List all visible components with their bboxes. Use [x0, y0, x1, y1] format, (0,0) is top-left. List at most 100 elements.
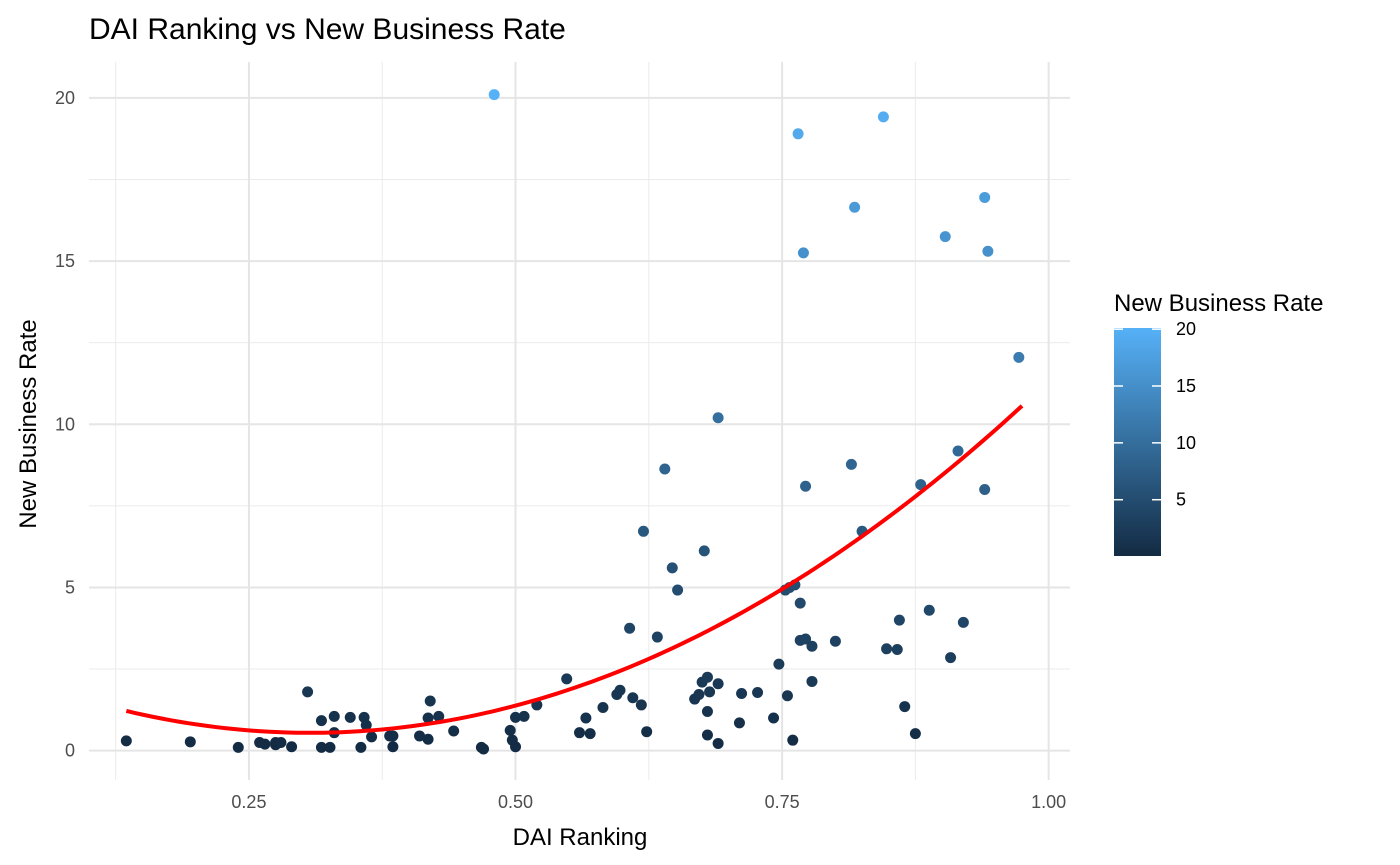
y-tick-label: 15 [55, 251, 75, 271]
data-point [800, 633, 812, 645]
plot-panel [89, 62, 1070, 780]
y-tick-label: 20 [55, 88, 75, 108]
minor-gridlines [89, 62, 1070, 780]
data-point [698, 545, 710, 557]
data-point [635, 699, 647, 711]
data-point [597, 702, 609, 714]
data-point [666, 562, 678, 574]
x-axis-title: DAI Ranking [513, 824, 648, 851]
data-point [510, 741, 522, 753]
data-point [672, 584, 684, 596]
colorbar [1114, 328, 1161, 556]
data-point [315, 741, 327, 753]
data-point [800, 480, 812, 492]
data-point [355, 741, 367, 753]
legend-tick-label: 5 [1176, 490, 1186, 510]
data-point [704, 686, 716, 698]
data-point [651, 631, 663, 643]
y-tick-label: 5 [65, 577, 75, 597]
data-point [259, 738, 271, 750]
data-point [120, 735, 132, 747]
data-point [909, 728, 921, 740]
data-point [736, 688, 748, 700]
data-point [701, 671, 713, 683]
data-point [614, 684, 626, 696]
data-point [752, 687, 764, 699]
data-point [286, 741, 298, 753]
data-point [448, 725, 460, 737]
data-point [806, 640, 818, 652]
data-point [829, 635, 841, 647]
data-point [366, 731, 378, 743]
color-legend: New Business Rate 5 10 15 20 [1114, 290, 1323, 556]
data-point [797, 247, 809, 259]
data-point [580, 712, 592, 724]
data-point [344, 711, 356, 723]
data-point [275, 736, 287, 748]
data-point [979, 191, 991, 203]
data-point [733, 717, 745, 729]
data-point [982, 245, 994, 257]
data-point [891, 643, 903, 655]
data-point [641, 726, 653, 738]
data-point [701, 729, 713, 741]
y-tick-label: 10 [55, 414, 75, 434]
legend-ticks: 5 10 15 20 [1114, 319, 1196, 510]
data-point [232, 741, 244, 753]
data-point [768, 712, 780, 724]
data-point [712, 737, 724, 749]
data-point [712, 412, 724, 424]
data-point [952, 445, 964, 457]
legend-tick-label: 10 [1176, 433, 1196, 453]
y-axis-ticks: 0 5 10 15 20 [55, 88, 75, 761]
x-axis-ticks: 0.25 0.50 0.75 1.00 [231, 792, 1066, 812]
data-point [1013, 351, 1025, 363]
data-point [561, 673, 573, 685]
data-point [787, 734, 799, 746]
data-point [923, 604, 935, 616]
major-gridlines [89, 62, 1070, 780]
data-point [422, 712, 434, 724]
data-point [584, 728, 596, 740]
data-point [893, 614, 905, 626]
y-axis-title: New Business Rate [15, 319, 42, 528]
data-point [792, 128, 804, 140]
data-point [360, 719, 372, 731]
data-point [315, 715, 327, 727]
trend-line [125, 404, 1024, 735]
data-points [120, 89, 1025, 755]
data-point [881, 643, 893, 655]
data-point [574, 727, 585, 739]
x-tick-label: 0.50 [498, 792, 533, 812]
x-tick-label: 0.25 [231, 792, 266, 812]
data-point [184, 736, 196, 748]
x-tick-label: 1.00 [1031, 792, 1066, 812]
data-point [324, 741, 336, 753]
data-point [957, 616, 969, 628]
x-tick-label: 0.75 [765, 792, 800, 812]
data-point [518, 710, 530, 722]
y-tick-label: 0 [65, 741, 75, 761]
data-point [915, 479, 927, 491]
data-point [627, 692, 639, 704]
data-point [504, 724, 516, 736]
data-point [624, 622, 636, 634]
data-point [693, 688, 705, 700]
data-point [637, 525, 649, 537]
data-point [979, 484, 991, 496]
data-point [806, 675, 818, 687]
data-point [433, 710, 445, 722]
data-point [899, 701, 911, 713]
data-point [422, 733, 434, 745]
data-point [387, 741, 399, 753]
data-point [302, 686, 314, 698]
data-point [939, 231, 951, 243]
data-point [659, 463, 671, 475]
data-point [794, 597, 806, 609]
data-point [781, 690, 793, 702]
data-point [328, 710, 340, 722]
data-point [712, 678, 724, 690]
legend-tick-label: 15 [1176, 376, 1196, 396]
legend-tick-label: 20 [1176, 319, 1196, 339]
data-point [877, 111, 889, 123]
